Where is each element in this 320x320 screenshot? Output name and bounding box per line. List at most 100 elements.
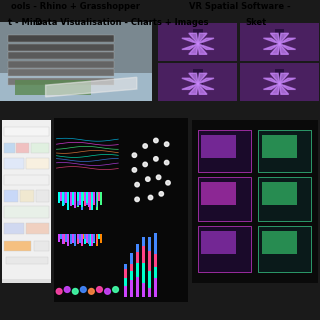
Bar [65, 234, 67, 241]
Polygon shape [280, 44, 289, 54]
Bar [4, 206, 49, 218]
Bar [4, 143, 15, 153]
Text: Sket: Sket [245, 18, 267, 27]
Bar [54, 118, 188, 302]
Bar [124, 264, 127, 269]
Bar [63, 234, 65, 244]
Bar [60, 192, 62, 201]
Circle shape [166, 180, 170, 185]
Circle shape [72, 289, 78, 294]
Polygon shape [270, 44, 280, 54]
Bar [8, 61, 114, 68]
Bar [86, 234, 88, 243]
Bar [93, 234, 95, 243]
Bar [17, 143, 29, 153]
Bar [70, 192, 72, 205]
Bar [84, 234, 86, 239]
Circle shape [135, 197, 139, 202]
Bar [130, 264, 133, 271]
Bar [88, 192, 90, 207]
Circle shape [113, 287, 118, 292]
Bar [86, 192, 88, 203]
Bar [62, 192, 64, 206]
Polygon shape [182, 78, 198, 84]
Circle shape [148, 195, 153, 200]
Bar [93, 234, 95, 242]
Bar [258, 226, 311, 272]
Bar [136, 252, 139, 263]
Bar [2, 120, 51, 283]
Bar [88, 234, 90, 244]
Bar [86, 234, 88, 242]
Bar [70, 192, 72, 206]
Bar [130, 253, 133, 264]
Bar [20, 190, 34, 202]
Bar [148, 237, 151, 251]
Bar [72, 234, 74, 242]
Bar [154, 268, 157, 278]
Bar [77, 192, 79, 206]
Bar [142, 283, 145, 297]
Polygon shape [198, 84, 207, 94]
Polygon shape [189, 73, 198, 84]
Bar [0, 73, 152, 101]
Bar [67, 234, 69, 239]
Bar [62, 234, 64, 244]
Bar [5, 257, 48, 264]
Bar [77, 234, 79, 244]
Polygon shape [189, 44, 198, 54]
Bar [86, 192, 88, 203]
Bar [154, 254, 157, 268]
Polygon shape [45, 77, 137, 97]
Circle shape [143, 144, 148, 148]
Bar [31, 143, 49, 153]
Bar [72, 234, 74, 241]
Bar [142, 237, 145, 246]
Text: t - Miro: t - Miro [8, 18, 43, 27]
Bar [201, 182, 236, 205]
Bar [193, 29, 203, 47]
Bar [60, 234, 62, 239]
Polygon shape [198, 38, 214, 44]
Polygon shape [263, 78, 280, 84]
Circle shape [64, 287, 70, 292]
Bar [98, 192, 100, 201]
Polygon shape [280, 84, 296, 89]
Bar [34, 241, 49, 251]
Circle shape [164, 142, 169, 147]
Circle shape [105, 289, 110, 294]
Bar [96, 192, 98, 207]
Bar [91, 192, 93, 206]
Circle shape [97, 287, 102, 292]
Polygon shape [263, 84, 280, 89]
Bar [91, 192, 93, 210]
Bar [93, 192, 95, 205]
Text: Data Visualisation - Charts + Images: Data Visualisation - Charts + Images [35, 18, 208, 27]
Bar [84, 192, 86, 206]
Bar [130, 271, 133, 280]
Circle shape [80, 287, 86, 292]
Text: ools - Rhino + Grasshopper: ools - Rhino + Grasshopper [11, 2, 140, 11]
Bar [258, 177, 311, 221]
Bar [84, 192, 86, 201]
Polygon shape [263, 38, 280, 44]
Circle shape [154, 157, 158, 161]
Bar [158, 23, 237, 61]
Polygon shape [280, 78, 296, 84]
Polygon shape [270, 33, 280, 44]
Bar [36, 190, 49, 202]
Polygon shape [280, 84, 289, 94]
Bar [96, 192, 98, 210]
Bar [124, 286, 127, 297]
Bar [84, 234, 86, 244]
Bar [72, 192, 74, 205]
Bar [148, 288, 151, 297]
Bar [154, 233, 157, 254]
Bar [79, 192, 81, 205]
Bar [77, 234, 79, 244]
Bar [75, 192, 76, 201]
Bar [201, 135, 236, 157]
Bar [193, 69, 203, 87]
Bar [70, 234, 72, 243]
Bar [4, 190, 18, 202]
